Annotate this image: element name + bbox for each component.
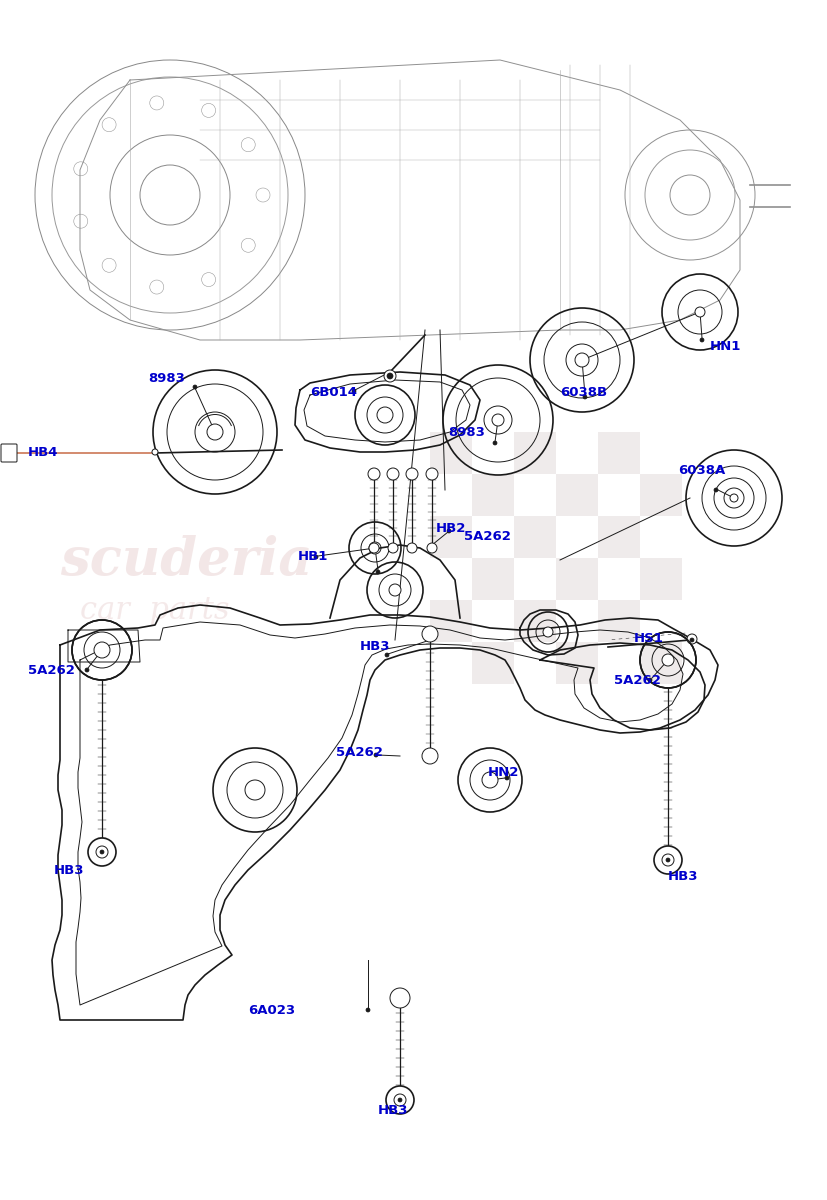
- Circle shape: [713, 488, 717, 492]
- Circle shape: [729, 494, 737, 502]
- Circle shape: [366, 1008, 370, 1012]
- Bar: [471, 642, 514, 684]
- Circle shape: [385, 653, 389, 658]
- Circle shape: [100, 850, 104, 854]
- Circle shape: [491, 414, 504, 426]
- Bar: [429, 516, 471, 558]
- Bar: [639, 558, 681, 600]
- Circle shape: [665, 858, 669, 862]
- Circle shape: [407, 542, 417, 553]
- Bar: [639, 474, 681, 516]
- Text: HN1: HN1: [709, 340, 740, 353]
- Circle shape: [389, 584, 400, 596]
- Text: 8983: 8983: [447, 426, 485, 438]
- Text: 6A023: 6A023: [248, 1003, 294, 1016]
- Text: HB1: HB1: [298, 550, 328, 563]
- Circle shape: [427, 542, 437, 553]
- Circle shape: [662, 854, 673, 866]
- Circle shape: [374, 754, 378, 757]
- Circle shape: [390, 988, 409, 1008]
- Circle shape: [193, 385, 197, 389]
- Circle shape: [447, 529, 451, 533]
- Text: HB3: HB3: [378, 1104, 408, 1116]
- Text: 8983: 8983: [148, 372, 184, 384]
- Circle shape: [689, 638, 693, 642]
- Bar: [639, 642, 681, 684]
- Circle shape: [351, 389, 356, 392]
- Text: HB3: HB3: [667, 870, 698, 882]
- Circle shape: [425, 468, 437, 480]
- Circle shape: [388, 542, 398, 553]
- Text: 6B014: 6B014: [309, 385, 356, 398]
- Circle shape: [492, 440, 496, 445]
- Text: HB4: HB4: [28, 445, 59, 458]
- Bar: [514, 600, 555, 642]
- Circle shape: [88, 838, 116, 866]
- Circle shape: [96, 846, 108, 858]
- Circle shape: [367, 468, 380, 480]
- Text: HN2: HN2: [487, 766, 519, 779]
- Circle shape: [504, 776, 509, 780]
- Circle shape: [481, 772, 497, 788]
- Circle shape: [686, 634, 696, 644]
- Text: HB3: HB3: [54, 864, 84, 876]
- Circle shape: [694, 307, 704, 317]
- Bar: [471, 558, 514, 600]
- Circle shape: [422, 626, 437, 642]
- FancyBboxPatch shape: [1, 444, 17, 462]
- Bar: [555, 474, 597, 516]
- Circle shape: [582, 395, 586, 398]
- Circle shape: [422, 748, 437, 764]
- Text: HS1: HS1: [633, 631, 663, 644]
- Circle shape: [369, 542, 379, 553]
- Circle shape: [386, 373, 393, 379]
- Circle shape: [405, 468, 418, 480]
- Bar: [429, 600, 471, 642]
- Text: 5A262: 5A262: [336, 745, 382, 758]
- Bar: [471, 474, 514, 516]
- Circle shape: [313, 554, 318, 559]
- Bar: [514, 516, 555, 558]
- Circle shape: [207, 424, 222, 440]
- Circle shape: [394, 1094, 405, 1106]
- Circle shape: [648, 678, 651, 682]
- Circle shape: [386, 468, 399, 480]
- Circle shape: [574, 353, 588, 367]
- Circle shape: [85, 668, 88, 672]
- Circle shape: [375, 570, 380, 574]
- Text: 5A262: 5A262: [28, 664, 74, 677]
- Bar: [555, 558, 597, 600]
- Bar: [597, 516, 639, 558]
- Text: car  parts: car parts: [80, 594, 229, 625]
- Text: 6038B: 6038B: [559, 385, 606, 398]
- Circle shape: [662, 654, 673, 666]
- Text: 6038A: 6038A: [677, 463, 724, 476]
- Bar: [555, 642, 597, 684]
- Circle shape: [398, 1098, 402, 1102]
- Circle shape: [543, 626, 552, 637]
- Circle shape: [653, 846, 681, 874]
- Circle shape: [384, 370, 395, 382]
- Bar: [597, 600, 639, 642]
- Text: scuderia: scuderia: [60, 534, 312, 586]
- Text: 5A262: 5A262: [614, 673, 660, 686]
- Bar: [429, 432, 471, 474]
- Bar: [514, 432, 555, 474]
- Circle shape: [385, 1086, 414, 1114]
- Circle shape: [94, 642, 110, 658]
- Text: HB3: HB3: [360, 640, 390, 653]
- Text: 5A262: 5A262: [463, 529, 510, 542]
- Circle shape: [699, 338, 703, 342]
- Circle shape: [152, 449, 158, 455]
- Text: HB2: HB2: [436, 522, 466, 534]
- Bar: [597, 432, 639, 474]
- Circle shape: [369, 542, 380, 554]
